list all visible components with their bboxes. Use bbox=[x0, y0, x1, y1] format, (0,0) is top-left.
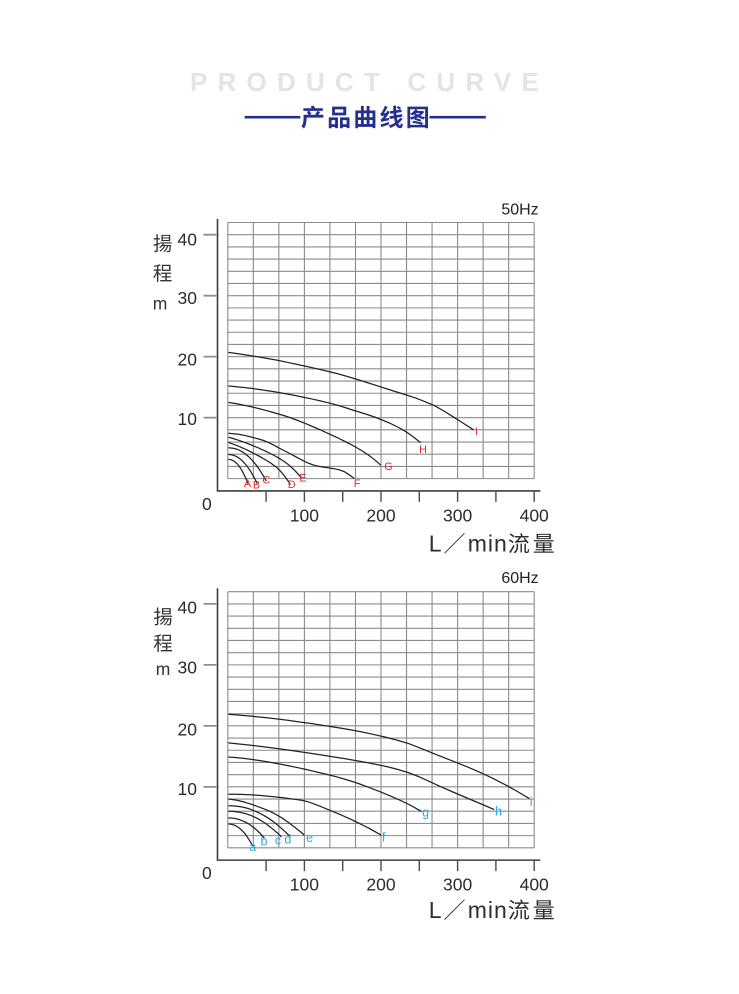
svg-text:400: 400 bbox=[520, 875, 549, 895]
svg-text:L: L bbox=[429, 897, 442, 923]
svg-text:50Hz: 50Hz bbox=[501, 201, 538, 218]
svg-text:C: C bbox=[262, 475, 270, 487]
svg-text:c: c bbox=[275, 834, 281, 848]
svg-text:300: 300 bbox=[443, 875, 472, 895]
svg-text:60Hz: 60Hz bbox=[501, 570, 538, 587]
svg-text:300: 300 bbox=[443, 505, 472, 525]
svg-text:100: 100 bbox=[290, 505, 319, 525]
svg-text:10: 10 bbox=[178, 409, 198, 429]
svg-text:30: 30 bbox=[178, 288, 198, 308]
svg-text:200: 200 bbox=[366, 875, 395, 895]
svg-text:min: min bbox=[468, 897, 508, 923]
svg-text:d: d bbox=[284, 833, 291, 847]
svg-text:min: min bbox=[468, 531, 508, 557]
svg-text:h: h bbox=[495, 804, 502, 818]
svg-text:10: 10 bbox=[178, 779, 198, 799]
svg-text:D: D bbox=[288, 479, 296, 491]
svg-text:30: 30 bbox=[178, 658, 198, 678]
svg-text:I: I bbox=[475, 426, 478, 438]
svg-text:0: 0 bbox=[202, 494, 212, 514]
svg-text:m: m bbox=[153, 293, 168, 313]
svg-text:40: 40 bbox=[178, 229, 198, 249]
svg-text:A: A bbox=[244, 478, 252, 490]
svg-text:40: 40 bbox=[178, 598, 198, 618]
svg-text:i: i bbox=[530, 795, 533, 809]
svg-text:G: G bbox=[384, 461, 392, 473]
svg-text:E: E bbox=[299, 473, 306, 485]
svg-text:20: 20 bbox=[178, 720, 198, 740]
svg-text:b: b bbox=[261, 835, 268, 849]
svg-text:100: 100 bbox=[290, 875, 319, 895]
svg-text:B: B bbox=[253, 480, 260, 492]
svg-text:f: f bbox=[382, 830, 386, 844]
svg-text:g: g bbox=[422, 805, 429, 819]
svg-text:H: H bbox=[419, 444, 427, 456]
svg-text:0: 0 bbox=[202, 863, 212, 883]
svg-text:e: e bbox=[306, 831, 313, 845]
svg-text:a: a bbox=[249, 840, 256, 854]
svg-text:L: L bbox=[429, 531, 442, 557]
svg-text:F: F bbox=[354, 478, 361, 490]
svg-text:m: m bbox=[156, 659, 171, 679]
svg-text:20: 20 bbox=[178, 350, 198, 370]
svg-text:400: 400 bbox=[520, 505, 549, 525]
svg-text:200: 200 bbox=[366, 505, 395, 525]
